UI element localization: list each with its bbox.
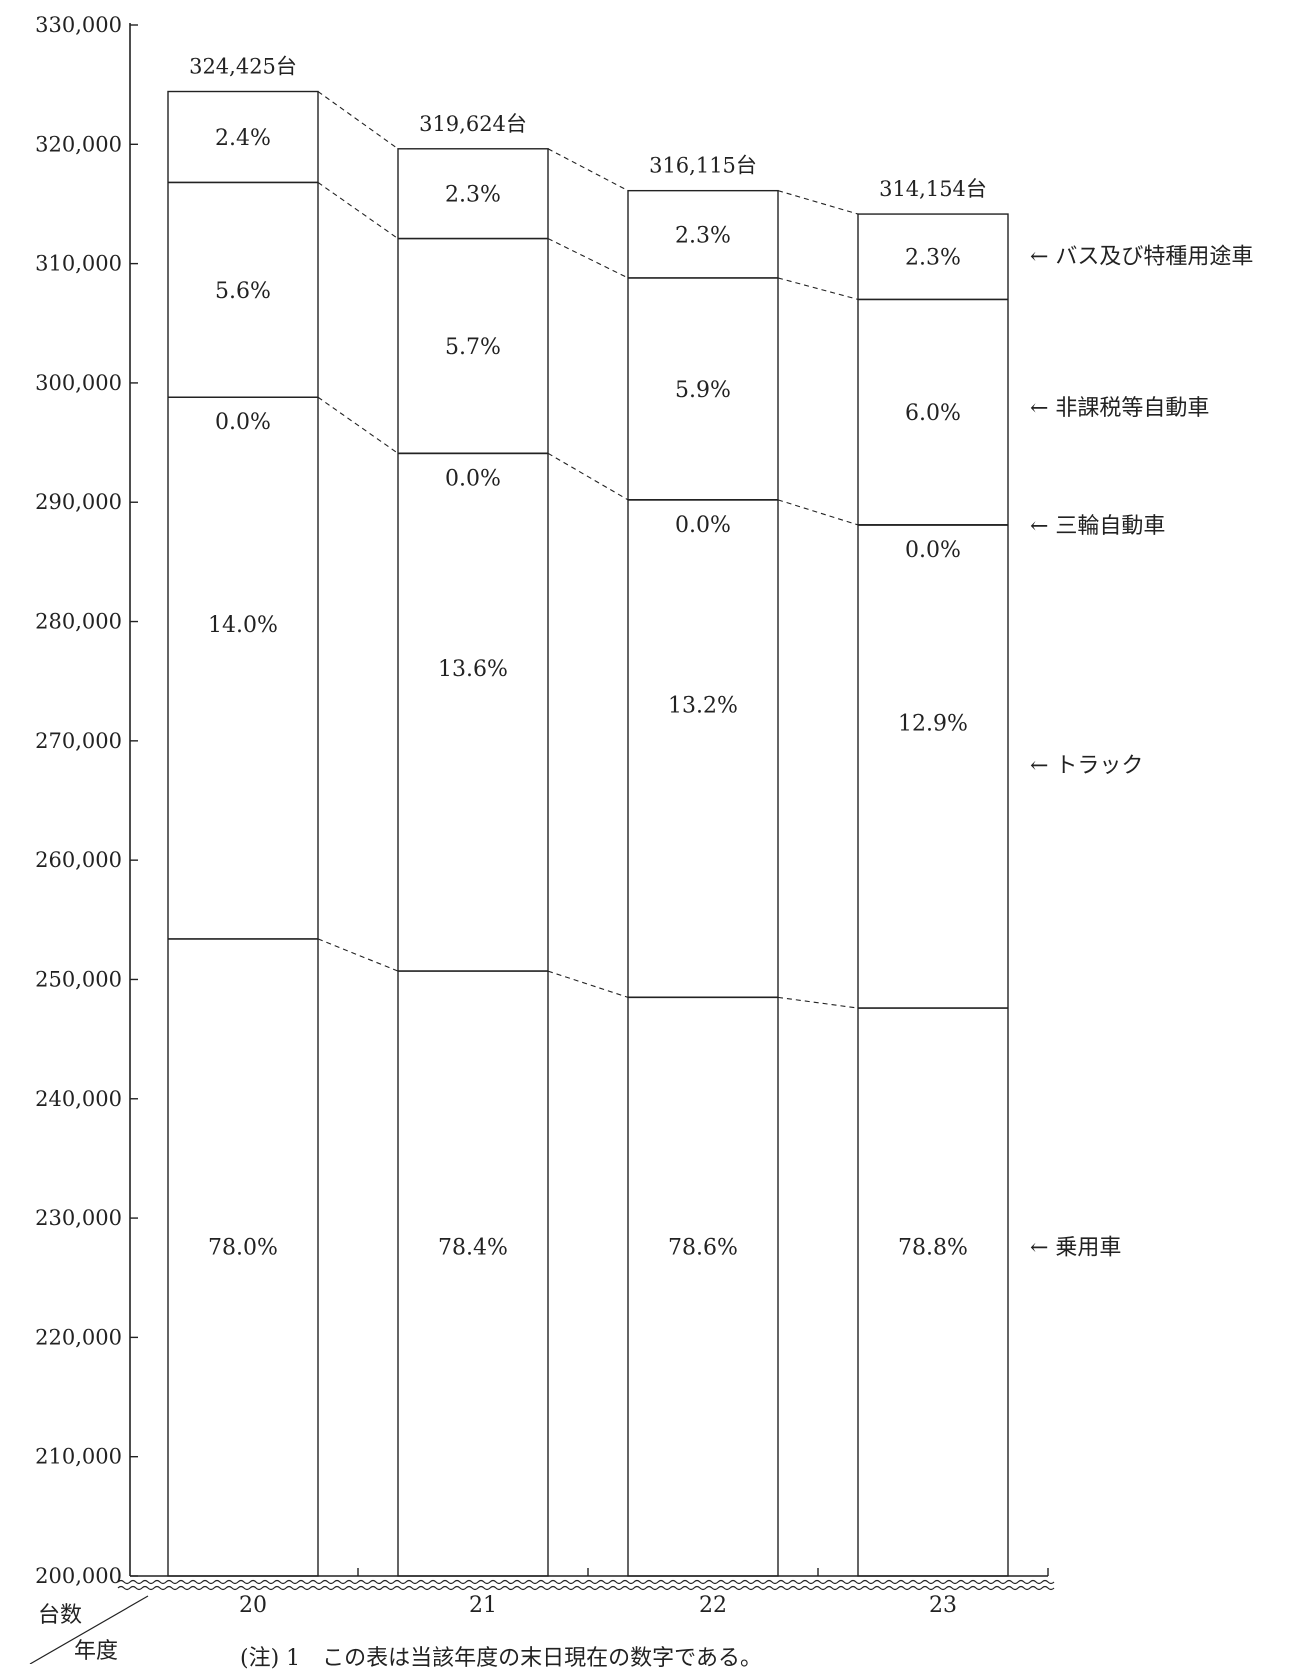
percent-label: 14.0% bbox=[208, 613, 278, 638]
connector-line bbox=[317, 938, 399, 972]
percent-label: 5.6% bbox=[215, 279, 271, 304]
x-axis-title: 年度 bbox=[74, 1639, 118, 1664]
connector-line bbox=[777, 190, 859, 215]
bar-23 bbox=[857, 213, 1009, 1577]
bar-21 bbox=[397, 148, 549, 1577]
x-tick-label: 22 bbox=[699, 1593, 727, 1618]
legend-label: ← トラック bbox=[1030, 754, 1143, 779]
percent-label: 0.0% bbox=[215, 410, 271, 435]
y-tick-label: 240,000 bbox=[35, 1087, 122, 1111]
connector-line bbox=[317, 91, 399, 150]
connector-line bbox=[317, 396, 399, 454]
total-label: 319,624台 bbox=[419, 112, 527, 136]
x-tick-label: 20 bbox=[239, 1593, 267, 1618]
percent-label: 5.7% bbox=[445, 335, 501, 360]
percent-label: 13.2% bbox=[668, 694, 738, 719]
legend-label: ← 三輪自動車 bbox=[1030, 514, 1165, 539]
y-tick-label: 230,000 bbox=[35, 1206, 122, 1230]
connector-line bbox=[317, 182, 399, 240]
y-tick-label: 330,000 bbox=[35, 13, 122, 37]
connector-line bbox=[547, 970, 629, 998]
connector-line bbox=[777, 996, 859, 1009]
connector-line bbox=[547, 148, 629, 192]
y-tick-label: 270,000 bbox=[35, 729, 122, 753]
y-tick-label: 280,000 bbox=[35, 610, 122, 634]
axis-break-wave bbox=[117, 1579, 1055, 1585]
y-tick-label: 210,000 bbox=[35, 1445, 122, 1469]
total-label: 324,425台 bbox=[189, 55, 297, 79]
connector-line bbox=[777, 499, 859, 526]
percent-label: 13.6% bbox=[438, 657, 508, 682]
x-tick-label: 21 bbox=[469, 1593, 497, 1618]
y-tick-label: 200,000 bbox=[35, 1564, 122, 1588]
percent-label: 0.0% bbox=[445, 466, 501, 491]
total-label: 316,115台 bbox=[649, 154, 757, 178]
legend-label: ← 乗用車 bbox=[1030, 1236, 1121, 1261]
footnote: (注) 1 この表は当該年度の末日現在の数字である。 bbox=[240, 1646, 762, 1671]
y-tick-label: 260,000 bbox=[35, 848, 122, 872]
legend-label: ← バス及び特種用途車 bbox=[1030, 244, 1253, 269]
y-tick-label: 250,000 bbox=[35, 967, 122, 991]
total-label: 314,154台 bbox=[879, 177, 987, 201]
percent-label: 2.3% bbox=[905, 246, 961, 271]
y-axis-title: 台数 bbox=[38, 1603, 82, 1628]
percent-label: 78.6% bbox=[668, 1236, 738, 1261]
connector-line bbox=[547, 452, 629, 501]
percent-label: 2.3% bbox=[445, 183, 501, 208]
axis-break-wave bbox=[117, 1585, 1055, 1591]
percent-label: 78.8% bbox=[898, 1236, 968, 1261]
y-tick-label: 320,000 bbox=[35, 132, 122, 156]
y-tick-label: 310,000 bbox=[35, 252, 122, 276]
percent-label: 2.4% bbox=[215, 126, 271, 151]
y-tick-label: 220,000 bbox=[35, 1325, 122, 1349]
legend-label: ← 非課税等自動車 bbox=[1030, 396, 1209, 421]
percent-label: 78.0% bbox=[208, 1236, 278, 1261]
bar-22 bbox=[627, 189, 779, 1577]
percent-label: 78.4% bbox=[438, 1236, 508, 1261]
corner-diagonal bbox=[29, 1595, 149, 1664]
bar-20 bbox=[167, 90, 319, 1577]
percent-label: 2.3% bbox=[675, 223, 731, 248]
y-tick-label: 290,000 bbox=[35, 490, 122, 514]
percent-label: 0.0% bbox=[905, 538, 961, 563]
connector-line bbox=[547, 238, 629, 279]
percent-label: 12.9% bbox=[898, 711, 968, 736]
percent-label: 0.0% bbox=[675, 513, 731, 538]
y-tick-label: 300,000 bbox=[35, 371, 122, 395]
connector-line bbox=[777, 277, 859, 300]
percent-label: 6.0% bbox=[905, 401, 961, 426]
x-tick-label: 23 bbox=[929, 1593, 957, 1618]
percent-label: 5.9% bbox=[675, 378, 731, 403]
